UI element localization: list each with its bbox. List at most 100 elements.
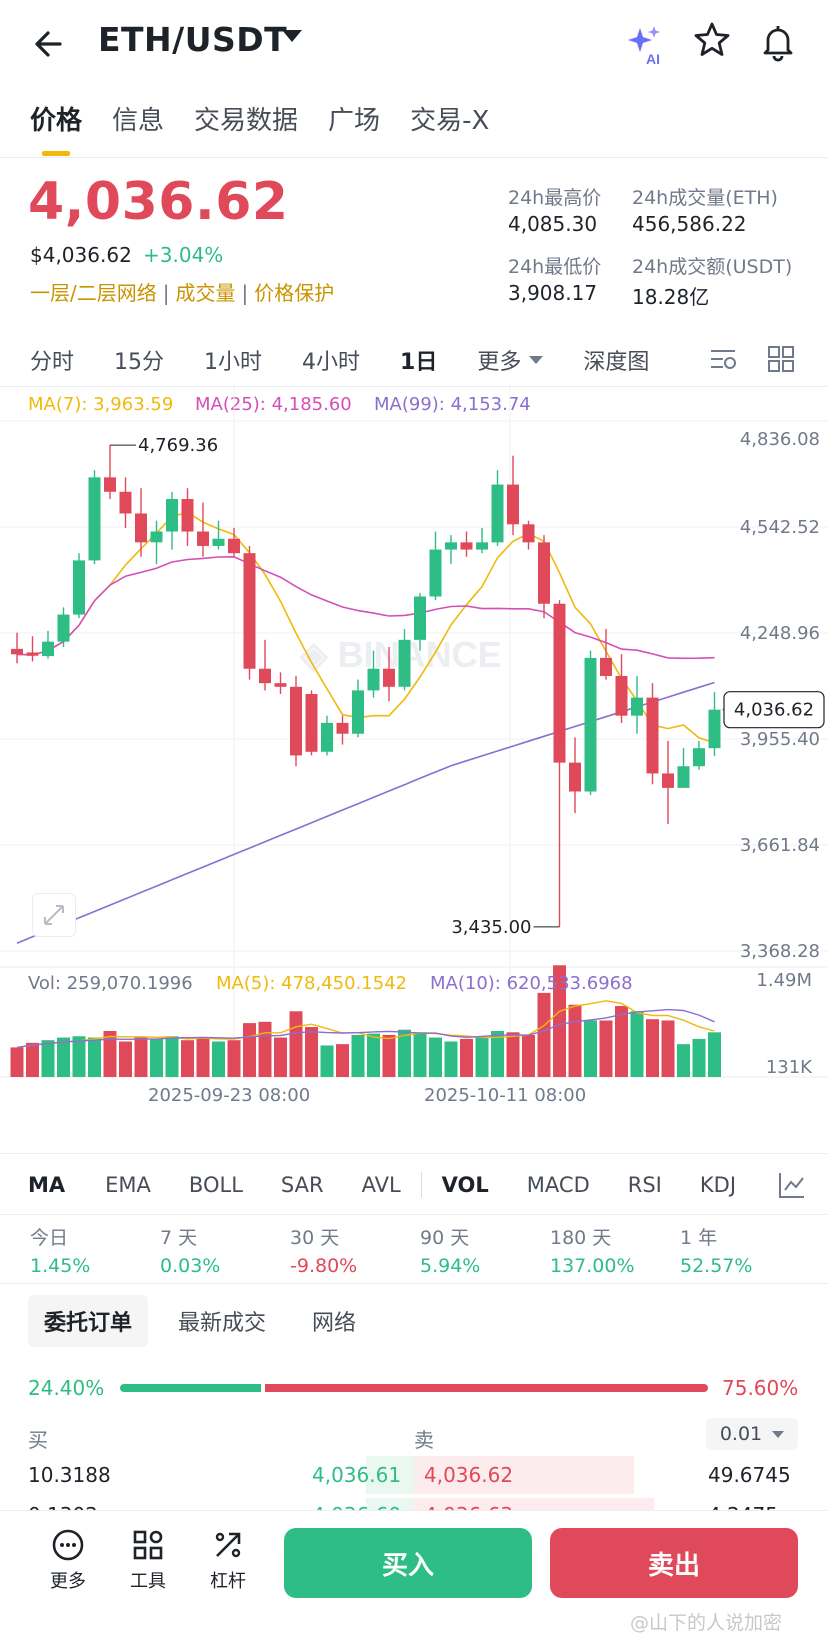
indicator-kdj[interactable]: KDJ: [699, 1173, 737, 1197]
candle-up: [677, 766, 690, 788]
volume-bar: [506, 1032, 520, 1077]
indicator-avl[interactable]: AVL: [361, 1173, 401, 1197]
volume-legend: Vol: 259,070.1996: [28, 973, 193, 994]
buy-button[interactable]: 买入: [284, 1528, 532, 1598]
tab-trading-data[interactable]: 交易数据: [194, 106, 299, 136]
indicator-sar[interactable]: SAR: [280, 1173, 324, 1197]
leverage-button[interactable]: 杠杆: [198, 1528, 258, 1593]
candle-up: [398, 639, 411, 687]
price-change: +3.04%: [143, 243, 224, 267]
volume-eth-value: 456,586.22: [632, 212, 747, 236]
indicator-vol[interactable]: VOL: [441, 1173, 489, 1197]
volume-ma5-line: [16, 1000, 715, 1049]
perf-label: 今日: [30, 1227, 69, 1249]
volume-bar: [398, 1029, 411, 1077]
volume-bar: [181, 1040, 194, 1077]
notification-bell-icon[interactable]: [758, 22, 798, 62]
bid-depth-bar: [366, 1456, 414, 1494]
ask-price[interactable]: 4,036.62: [424, 1463, 514, 1487]
candle-up: [352, 690, 364, 734]
tag-network[interactable]: 一层/二层网络: [30, 281, 157, 305]
interval-1d[interactable]: 1日: [400, 350, 438, 375]
y-axis-tick-label: 4,542.52: [740, 517, 820, 538]
candle-down: [569, 762, 581, 792]
candle-down: [662, 773, 674, 788]
pair-title[interactable]: ETH/USDT: [98, 20, 288, 59]
perf-value: 137.00%: [550, 1255, 635, 1277]
tab-info[interactable]: 信息: [112, 106, 165, 136]
tag-price-protection[interactable]: 价格保护: [254, 281, 335, 305]
ma25-line: [16, 555, 715, 660]
fullscreen-expand-icon[interactable]: [32, 893, 76, 937]
depth-chart-tab[interactable]: 深度图: [583, 350, 650, 375]
volume-bar: [88, 1037, 101, 1077]
candle-down: [119, 491, 132, 514]
interval-bar: 分时 15分 1小时 4小时 1日 更多 深度图: [30, 344, 689, 376]
indicator-boll[interactable]: BOLL: [188, 1173, 243, 1197]
indicator-ema[interactable]: EMA: [105, 1173, 151, 1197]
leverage-icon: [215, 1532, 241, 1558]
candle-up: [367, 668, 380, 691]
y-axis-tick-label: 4,248.96: [740, 623, 820, 644]
layout-grid-icon[interactable]: [766, 344, 796, 374]
ask-qty: 49.6745: [708, 1463, 791, 1487]
y-axis-tick-label: 3,661.84: [740, 835, 820, 856]
volume-bar: [553, 965, 566, 1077]
tab-network[interactable]: 网络: [312, 1311, 357, 1336]
tab-latest-trades[interactable]: 最新成交: [178, 1311, 267, 1336]
interval-timeline[interactable]: 分时: [30, 350, 75, 375]
volume-bar: [196, 1037, 210, 1077]
interval-more[interactable]: 更多: [477, 350, 522, 375]
author-watermark: @山下的人说加密: [630, 1612, 783, 1634]
volume-bar: [41, 1040, 55, 1077]
candle-down: [259, 668, 271, 684]
kline-chart[interactable]: 4,836.08 4,542.52 4,248.96 3,955.40 3,661.84…: [0, 385, 828, 1127]
volume-bar: [491, 1031, 504, 1077]
candle-down: [507, 484, 519, 525]
high-value: 4,085.30: [508, 212, 598, 236]
volume-bar: [258, 1021, 272, 1077]
tag-volume[interactable]: 成交量: [175, 281, 236, 305]
favorite-star-icon[interactable]: [692, 20, 732, 64]
tools-button[interactable]: 工具: [118, 1528, 178, 1593]
interval-4h[interactable]: 4小时: [302, 350, 361, 375]
tab-square[interactable]: 广场: [328, 106, 381, 136]
candle-up: [57, 614, 70, 642]
indicator-settings-icon[interactable]: [777, 1170, 807, 1200]
pair-dropdown-icon[interactable]: [282, 30, 302, 42]
volume-bar: [646, 1019, 659, 1077]
divider: [0, 1153, 828, 1154]
precision-caret-icon: [772, 1430, 785, 1438]
volume-bar: [708, 1032, 721, 1077]
more-button[interactable]: 更多: [38, 1528, 98, 1593]
interval-15m[interactable]: 15分: [114, 350, 165, 375]
candle-up: [42, 641, 54, 657]
tab-order-book[interactable]: 委托订单: [28, 1295, 149, 1347]
volume-bar: [103, 1031, 117, 1077]
precision-value: 0.01: [719, 1423, 763, 1445]
back-arrow-icon[interactable]: [30, 24, 70, 64]
candle-up: [414, 596, 426, 640]
perf-label: 180 天: [550, 1227, 612, 1249]
chart-settings-icon[interactable]: [708, 344, 738, 374]
precision-select[interactable]: 0.01: [706, 1418, 798, 1450]
indicator-rsi[interactable]: RSI: [627, 1173, 662, 1197]
interval-1h[interactable]: 1小时: [204, 350, 263, 375]
candle-up: [166, 499, 178, 532]
ai-sparkle-icon[interactable]: AI: [624, 22, 668, 67]
y-axis-tick-label: 4,836.08: [740, 429, 820, 450]
indicator-ma[interactable]: MA: [28, 1173, 66, 1197]
tab-price[interactable]: 价格: [30, 106, 83, 136]
candle-down: [646, 697, 659, 774]
x-axis-tick-label: 2025-10-11 08:00: [424, 1085, 586, 1106]
volume-bar: [677, 1044, 690, 1077]
perf-label: 90 天: [420, 1227, 470, 1249]
sell-button[interactable]: 卖出: [550, 1528, 798, 1598]
interval-more-caret-icon[interactable]: [529, 356, 544, 364]
bid-price[interactable]: 4,036.61: [312, 1463, 402, 1487]
tab-trade-x[interactable]: 交易-X: [410, 106, 490, 136]
volume-bar: [692, 1038, 706, 1077]
indicator-macd[interactable]: MACD: [526, 1173, 590, 1197]
perf-value: 52.57%: [680, 1255, 753, 1277]
sell-button-label: 卖出: [647, 1550, 700, 1581]
